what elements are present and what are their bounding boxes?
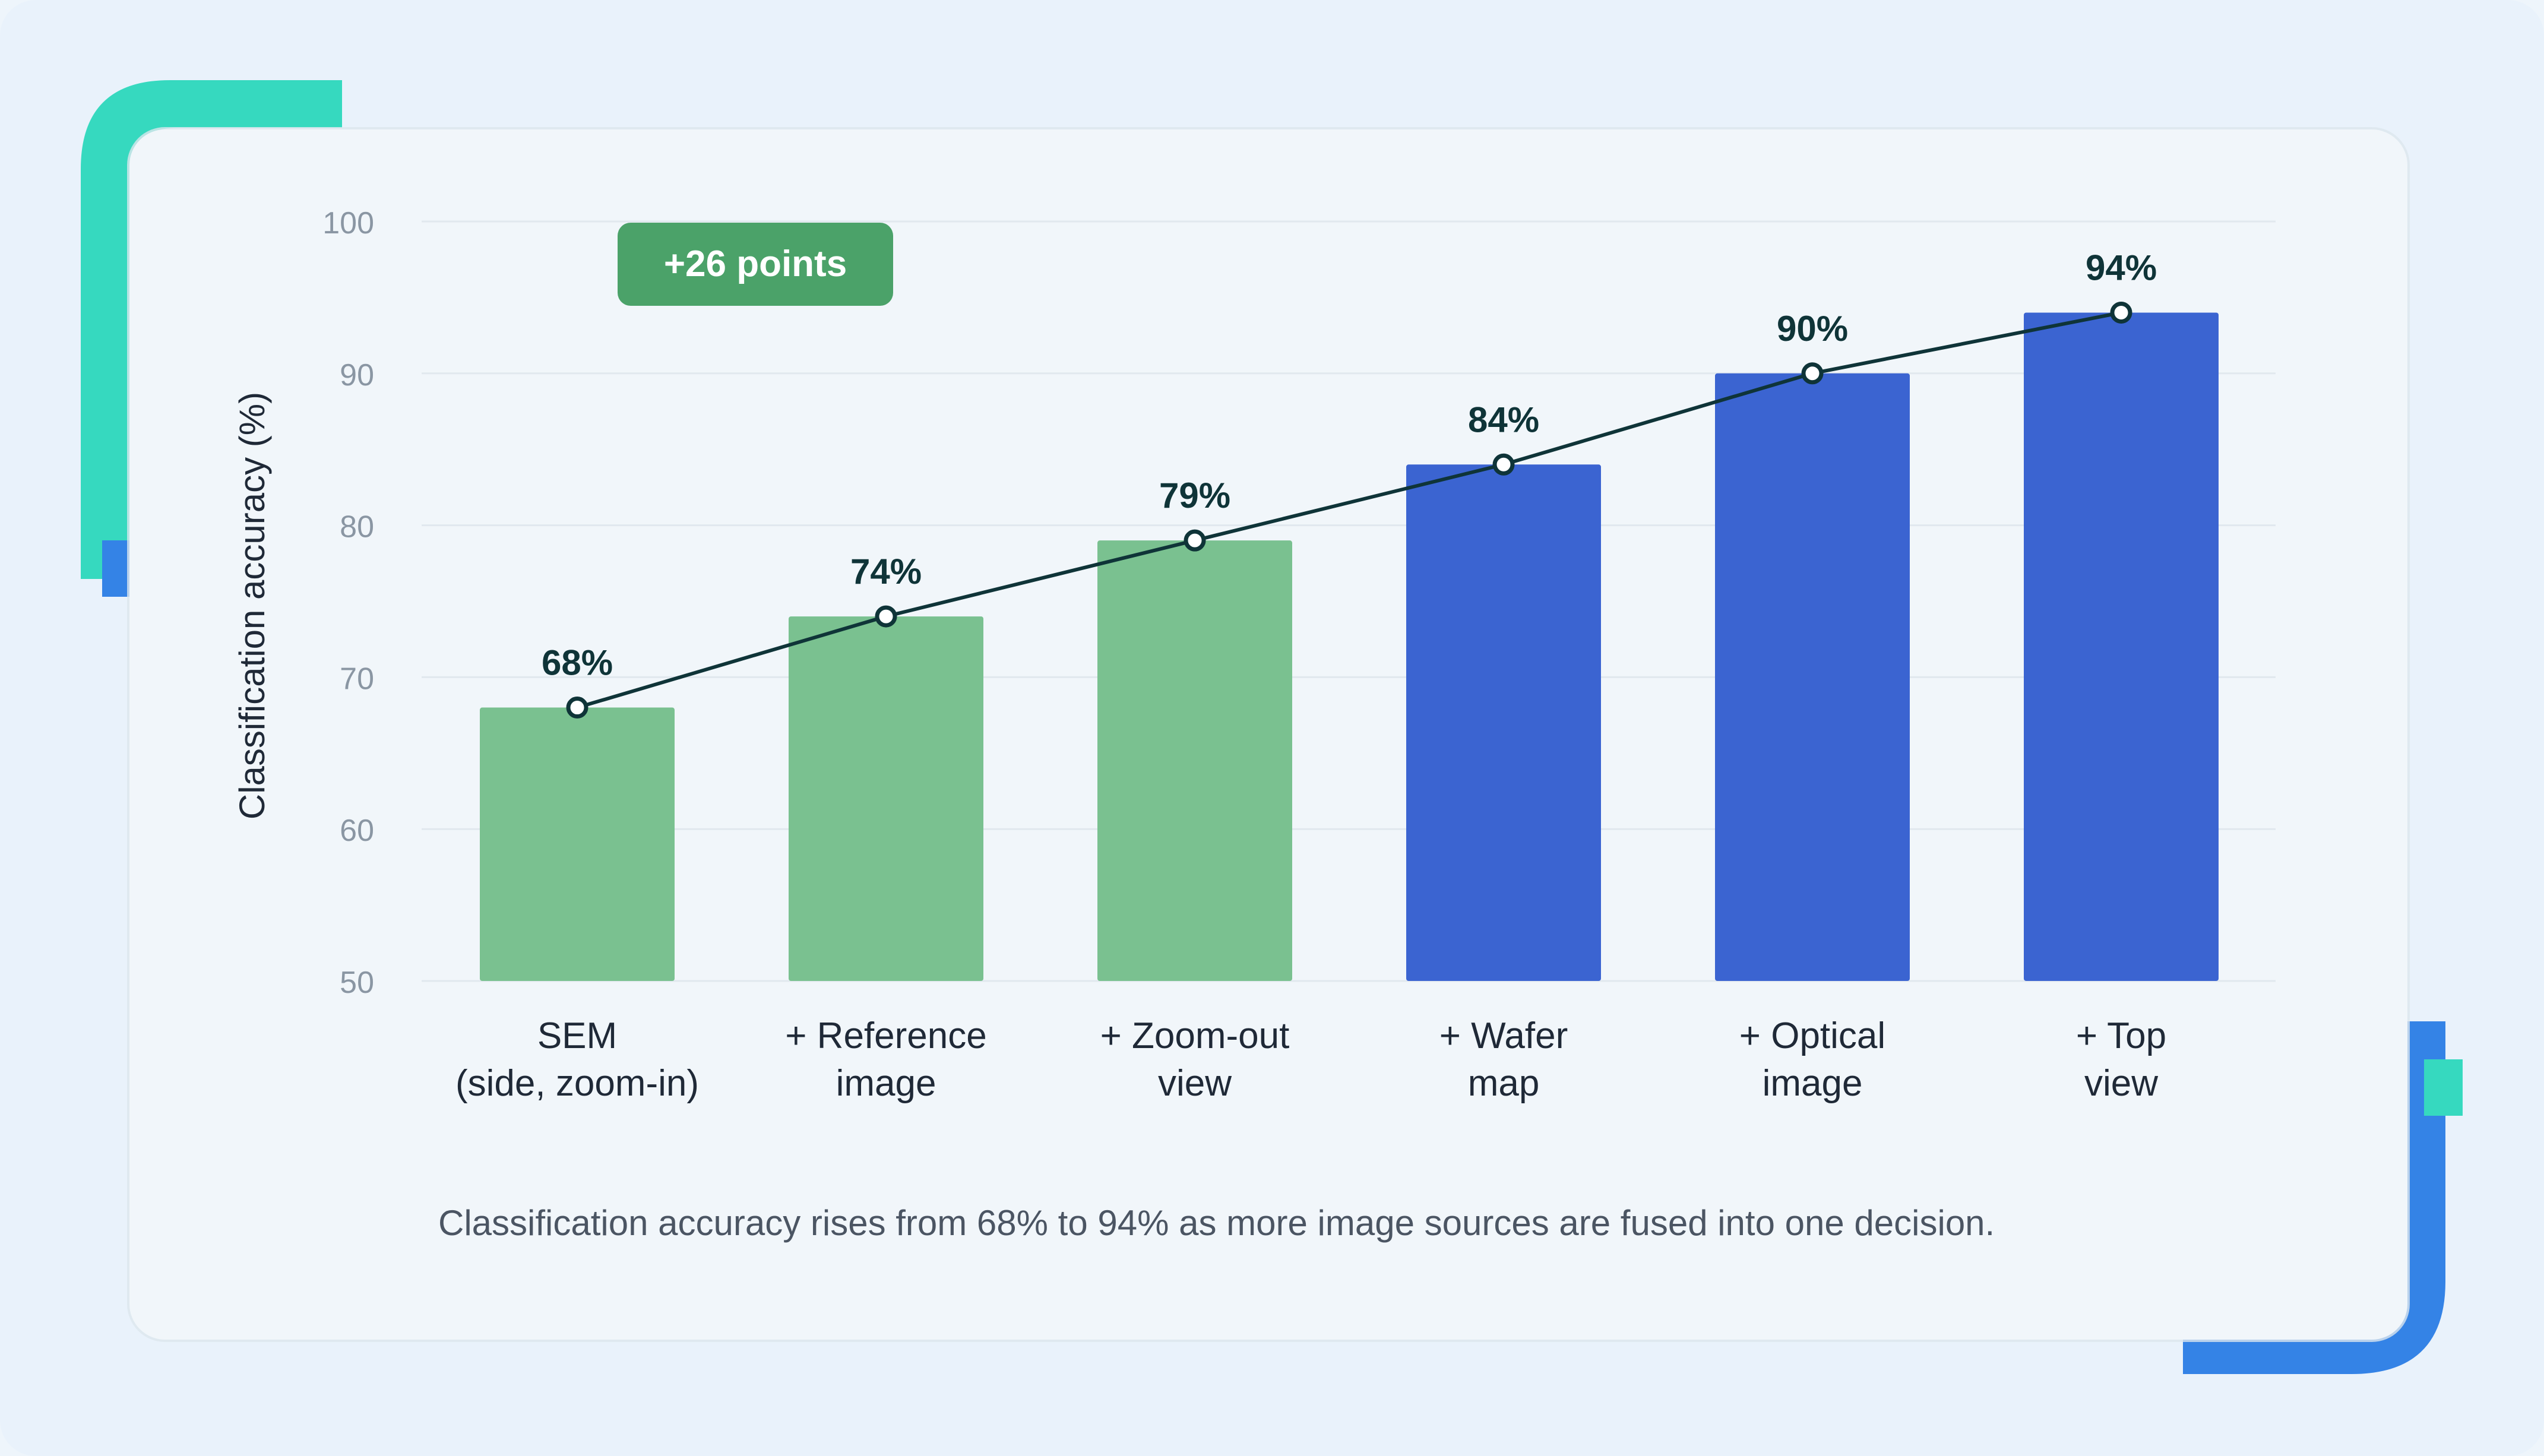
y-tick-label: 90	[340, 358, 374, 393]
y-axis-label: Classification accuracy (%)	[232, 392, 272, 819]
y-tick-label: 80	[340, 510, 374, 545]
x-tick-label: view	[2084, 1063, 2158, 1104]
x-axis-labels: SEM (side, zoom-in) + Reference image + Zoom…	[455, 1015, 2166, 1104]
trend-line	[566, 301, 2132, 719]
x-tick-label: + Top	[2076, 1015, 2166, 1056]
y-tick-label: 50	[340, 966, 374, 1000]
trend-point	[1184, 529, 1206, 552]
y-tick-label: 70	[340, 661, 374, 696]
x-tick-label: + Optical	[1739, 1015, 1885, 1056]
chart-caption: Classification accuracy rises from 68% t…	[438, 1203, 1995, 1243]
x-tick-label: (side, zoom-in)	[455, 1063, 699, 1104]
trend-point	[566, 697, 588, 719]
bar	[1715, 373, 1910, 981]
x-tick-label: + Reference	[785, 1015, 987, 1056]
x-tick-label: image	[836, 1063, 936, 1104]
trend-line-path	[577, 311, 2122, 710]
data-label: 90%	[1777, 309, 1848, 349]
grid-lines	[422, 220, 2276, 982]
x-tick-label: map	[1468, 1063, 1540, 1104]
bar	[1097, 540, 1292, 981]
bar	[480, 707, 675, 981]
y-tick-label: 100	[322, 206, 374, 240]
bars	[480, 312, 2219, 981]
x-tick-label: + Zoom-out	[1100, 1015, 1290, 1056]
trend-point	[2110, 301, 2132, 324]
trend-point	[1492, 453, 1515, 476]
trend-point	[1801, 362, 1824, 385]
data-label: 74%	[850, 552, 922, 591]
improvement-badge: +26 points	[618, 223, 893, 306]
data-label: 79%	[1159, 476, 1230, 515]
data-label: 84%	[1468, 400, 1539, 439]
trend-point	[875, 605, 897, 628]
x-tick-label: image	[1763, 1063, 1863, 1104]
badge-background	[618, 223, 893, 306]
y-axis-ticks: 50 60 70 80 90 100	[322, 206, 374, 1000]
data-label: 68%	[542, 643, 613, 683]
bar	[2024, 312, 2219, 981]
bar	[1406, 464, 1601, 981]
x-tick-label: + Wafer	[1439, 1015, 1568, 1056]
x-tick-label: SEM	[537, 1015, 617, 1056]
badge-label: +26 points	[664, 243, 847, 284]
data-label: 94%	[2086, 248, 2157, 287]
x-tick-label: view	[1158, 1063, 1232, 1104]
bar	[789, 616, 983, 981]
data-labels: 68% 74% 79% 84% 90% 94%	[542, 248, 2157, 682]
y-tick-label: 60	[340, 814, 374, 848]
